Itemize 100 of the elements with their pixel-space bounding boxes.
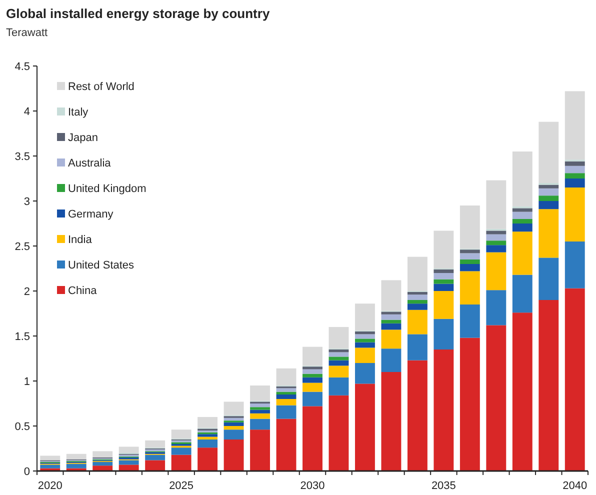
bar — [538, 300, 559, 471]
bar — [460, 304, 480, 338]
bar — [434, 284, 454, 291]
bar — [407, 256, 428, 291]
bar — [407, 294, 428, 300]
bar — [512, 232, 532, 275]
bar — [328, 352, 349, 357]
bar — [381, 312, 402, 314]
y-tick-label: 4 — [24, 106, 30, 118]
bar — [460, 250, 480, 254]
bar — [66, 464, 86, 468]
bar — [66, 454, 86, 460]
bar — [250, 386, 270, 401]
bar — [538, 201, 559, 210]
bar — [407, 292, 428, 295]
bar — [460, 206, 480, 249]
bar — [171, 448, 192, 455]
bar — [564, 166, 585, 174]
bar — [564, 91, 585, 160]
bar — [276, 399, 296, 406]
bar — [40, 464, 60, 468]
bar — [538, 122, 559, 183]
y-tick-label: 4.5 — [14, 60, 30, 73]
bar — [328, 356, 349, 360]
bar — [355, 304, 375, 331]
bar — [381, 320, 402, 324]
bar — [198, 448, 218, 471]
bar — [381, 372, 402, 471]
bar — [564, 188, 585, 242]
bar — [512, 208, 532, 212]
bar — [355, 334, 375, 339]
bar — [381, 330, 402, 349]
bar — [276, 388, 296, 392]
bar — [407, 310, 428, 334]
chart-title: Global installed energy storage by country — [6, 6, 270, 21]
legend-label: Germany — [68, 208, 114, 220]
bar — [460, 271, 480, 304]
bar — [355, 338, 375, 342]
chart-subtitle: Terawatt — [6, 27, 48, 39]
bar — [434, 230, 454, 268]
bar — [355, 384, 375, 471]
x-tick-label: 2020 — [38, 480, 62, 492]
y-tick-label: 3.5 — [14, 150, 30, 163]
bar — [40, 456, 60, 460]
bar — [512, 152, 532, 206]
bar — [328, 327, 349, 349]
bar — [512, 212, 532, 219]
bar — [302, 377, 322, 383]
x-tick-label: 2025 — [169, 480, 194, 492]
bar — [434, 350, 454, 471]
bar — [118, 446, 139, 453]
bar — [486, 290, 506, 326]
bar — [381, 348, 402, 372]
bar — [538, 184, 559, 188]
bar — [512, 219, 532, 224]
legend-label: China — [68, 284, 98, 297]
bar — [486, 234, 506, 241]
bar — [250, 410, 270, 414]
bar — [512, 312, 532, 471]
bar — [92, 466, 113, 471]
bar — [355, 348, 375, 363]
bar — [564, 242, 585, 288]
bar — [486, 252, 506, 290]
bar — [486, 245, 506, 252]
bar — [538, 258, 559, 300]
bar — [407, 304, 428, 310]
bar — [434, 269, 454, 273]
bar — [381, 323, 402, 330]
bar — [224, 430, 244, 440]
bar — [407, 300, 428, 304]
bar — [171, 454, 192, 471]
bar — [407, 360, 428, 471]
y-tick-label: 0.5 — [14, 420, 30, 433]
x-tick-label: 2040 — [562, 480, 588, 492]
bar — [198, 417, 218, 428]
bar — [486, 325, 506, 471]
bar — [460, 338, 480, 471]
bar — [224, 422, 244, 426]
bar — [328, 377, 349, 396]
bar — [198, 440, 218, 448]
y-tick-label: 1.5 — [14, 330, 30, 343]
bar — [250, 418, 270, 430]
bar — [250, 404, 270, 408]
bar — [92, 462, 113, 466]
bar — [198, 436, 218, 440]
bar — [460, 260, 480, 264]
bar — [302, 369, 322, 374]
bar — [328, 360, 349, 366]
bar — [328, 395, 349, 471]
bar — [276, 394, 296, 399]
bar — [145, 460, 166, 471]
bar — [564, 173, 585, 178]
bar — [276, 392, 296, 394]
bar — [328, 366, 349, 378]
y-tick-label: 0 — [24, 466, 30, 478]
legend-label: India — [68, 234, 93, 246]
bar — [538, 196, 559, 201]
bar — [250, 413, 270, 419]
bar — [486, 240, 506, 246]
bar — [538, 188, 559, 196]
